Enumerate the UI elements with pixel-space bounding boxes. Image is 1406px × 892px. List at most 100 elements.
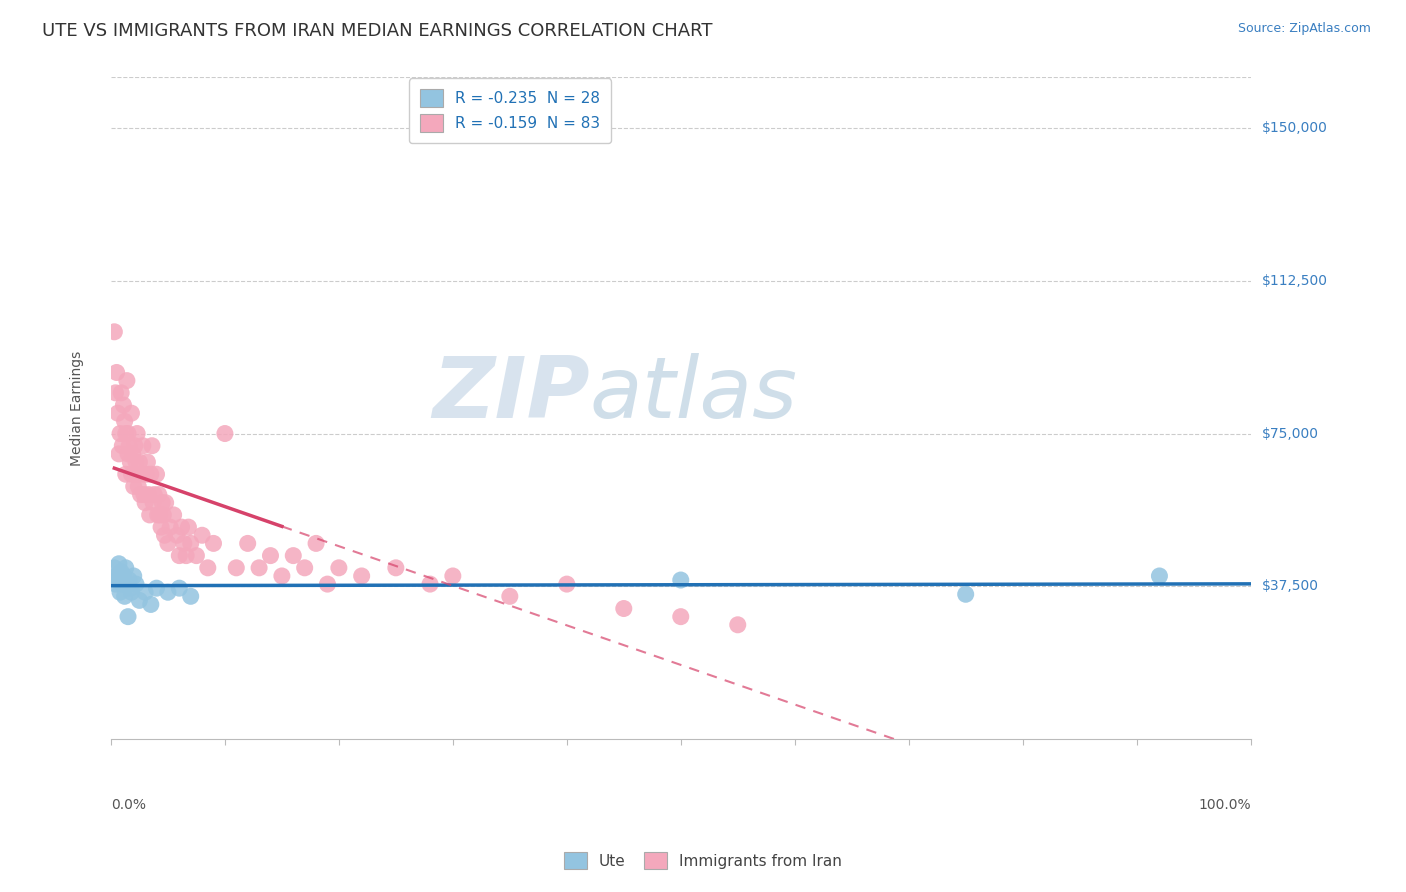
Point (294, 561, 316, 575)
Point (120, 455, 142, 469)
Point (139, 467, 162, 482)
Point (669, 609, 692, 624)
Point (153, 528, 176, 542)
Point (169, 549, 191, 563)
Point (134, 585, 156, 599)
Point (112, 398, 135, 412)
Point (111, 577, 134, 591)
Text: 0.0%: 0.0% (111, 798, 146, 813)
Text: UTE VS IMMIGRANTS FROM IRAN MEDIAN EARNINGS CORRELATION CHART: UTE VS IMMIGRANTS FROM IRAN MEDIAN EARNI… (42, 22, 713, 40)
Point (120, 581, 142, 595)
Point (138, 487, 160, 501)
Point (131, 467, 153, 482)
Point (108, 557, 131, 571)
Point (108, 585, 131, 599)
Point (145, 581, 167, 595)
Point (136, 455, 159, 469)
Point (141, 439, 163, 453)
Point (107, 573, 129, 587)
Point (177, 520, 200, 534)
Point (150, 520, 173, 534)
Point (127, 479, 149, 493)
Point (173, 536, 195, 550)
Point (159, 520, 181, 534)
Text: 100.0%: 100.0% (1198, 798, 1250, 813)
Point (669, 573, 692, 587)
Point (115, 577, 138, 591)
Point (385, 561, 408, 575)
Point (114, 561, 136, 575)
Point (197, 561, 219, 575)
Point (174, 549, 197, 563)
Point (110, 565, 132, 579)
Point (125, 455, 148, 469)
Point (350, 569, 373, 583)
Text: Source: ZipAtlas.com: Source: ZipAtlas.com (1237, 22, 1371, 36)
Point (191, 528, 214, 542)
Point (132, 439, 155, 453)
Text: $75,000: $75,000 (1261, 426, 1319, 441)
Legend: R = -0.235  N = 28, R = -0.159  N = 83: R = -0.235 N = 28, R = -0.159 N = 83 (409, 78, 610, 143)
Point (180, 590, 202, 604)
Point (139, 598, 162, 612)
Point (111, 439, 134, 453)
Point (225, 561, 247, 575)
Point (555, 577, 578, 591)
Point (305, 536, 328, 550)
Point (129, 487, 152, 501)
Point (107, 406, 129, 420)
Point (117, 447, 139, 461)
Point (259, 549, 281, 563)
Point (105, 569, 128, 583)
Point (169, 581, 191, 595)
Point (122, 479, 145, 493)
Point (155, 496, 177, 510)
Point (186, 549, 208, 563)
Point (112, 569, 135, 583)
Point (149, 508, 172, 522)
Text: atlas: atlas (589, 353, 797, 436)
Text: $37,500: $37,500 (1261, 579, 1319, 593)
Point (114, 426, 136, 441)
Point (117, 426, 139, 441)
Point (108, 447, 131, 461)
Point (247, 561, 270, 575)
Point (104, 385, 127, 400)
Point (499, 590, 522, 604)
Point (127, 426, 149, 441)
Point (270, 569, 292, 583)
Point (145, 467, 167, 482)
Point (114, 467, 136, 482)
Point (118, 573, 141, 587)
Point (120, 467, 142, 482)
Point (150, 496, 173, 510)
Point (146, 508, 169, 522)
Point (104, 577, 127, 591)
Point (316, 577, 339, 591)
Point (1149, 569, 1171, 583)
Point (124, 439, 146, 453)
Point (125, 467, 148, 482)
Point (115, 374, 138, 388)
Point (166, 528, 188, 542)
Point (132, 487, 155, 501)
Point (156, 536, 179, 550)
Text: $150,000: $150,000 (1261, 121, 1327, 136)
Point (202, 536, 225, 550)
Point (156, 585, 179, 599)
Point (283, 549, 305, 563)
Point (110, 385, 132, 400)
Text: Median Earnings: Median Earnings (70, 351, 84, 466)
Point (419, 577, 441, 591)
Point (103, 561, 125, 575)
Point (117, 609, 139, 624)
Point (328, 561, 350, 575)
Point (214, 426, 236, 441)
Point (128, 593, 150, 607)
Point (118, 439, 141, 453)
Point (120, 585, 142, 599)
Point (148, 487, 170, 501)
Point (180, 536, 202, 550)
Point (613, 601, 636, 615)
Point (143, 487, 166, 501)
